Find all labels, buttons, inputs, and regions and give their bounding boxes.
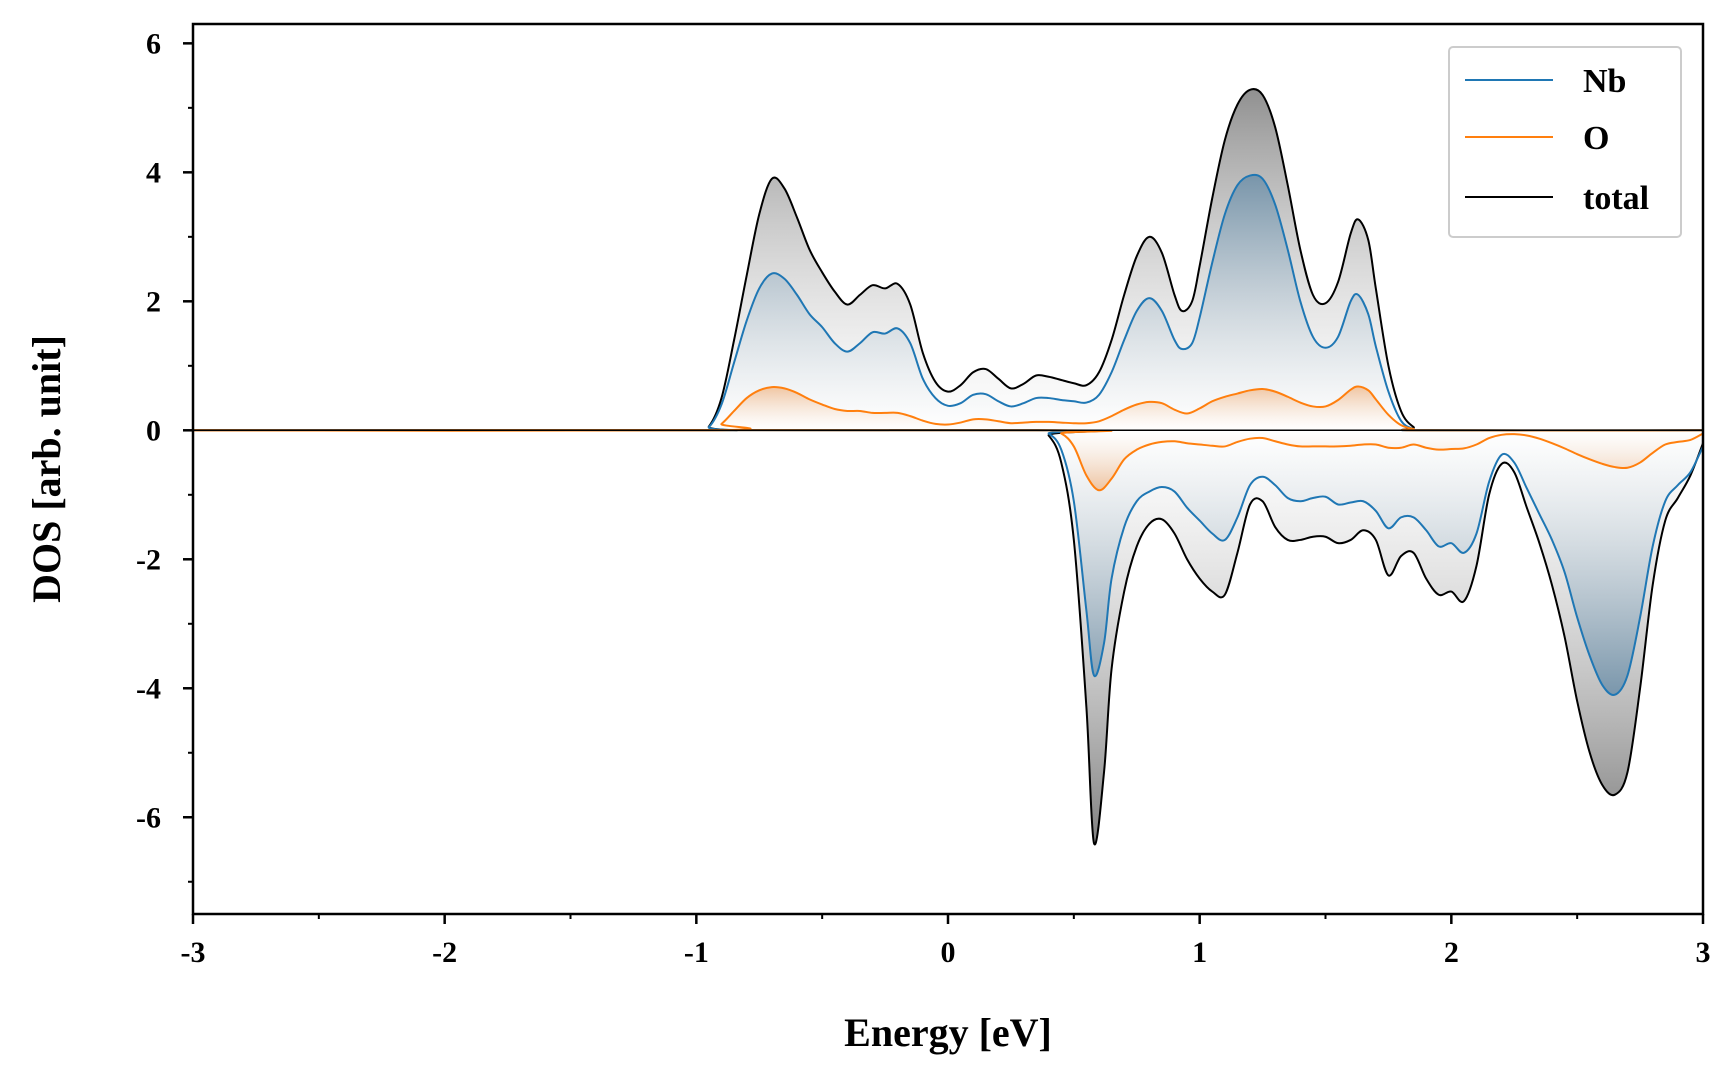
legend-item-o: O xyxy=(1465,120,1609,157)
legend-item-total: total xyxy=(1465,180,1649,217)
area-total-up xyxy=(193,89,1703,431)
line-o-down xyxy=(193,429,1703,492)
line-o-up xyxy=(193,385,1703,432)
series-lines xyxy=(193,88,1703,846)
line-nb-down xyxy=(193,429,1703,697)
legend-label-total: total xyxy=(1583,180,1649,217)
x-tick-label: 1 xyxy=(1192,936,1207,969)
x-tick-label: 0 xyxy=(941,936,956,969)
y-axis-title: DOS [arb. unit] xyxy=(24,335,69,603)
y-tick-label: -2 xyxy=(136,543,161,576)
x-tick-label: -2 xyxy=(432,936,457,969)
legend-label-o: O xyxy=(1583,120,1609,157)
legend-item-nb: Nb xyxy=(1465,63,1626,100)
area-total-down xyxy=(193,429,1703,845)
line-total-up xyxy=(193,88,1703,432)
y-tick-label: 4 xyxy=(146,156,161,189)
x-axis-title: Energy [eV] xyxy=(844,1010,1052,1055)
y-tick-label: 2 xyxy=(146,285,161,318)
legend-box xyxy=(1448,46,1682,238)
x-tick-label: 3 xyxy=(1696,936,1711,969)
area-o-down xyxy=(193,430,1703,491)
x-tick-label: -1 xyxy=(684,936,709,969)
y-tick-label: -4 xyxy=(136,672,161,705)
legend: Nb O total xyxy=(1448,46,1682,238)
line-total-down xyxy=(193,428,1703,846)
legend-label-nb: Nb xyxy=(1583,63,1626,100)
area-o-up xyxy=(193,386,1703,431)
line-nb-up xyxy=(193,173,1703,432)
y-tick-label: -6 xyxy=(136,801,161,834)
x-tick-label: 2 xyxy=(1444,936,1459,969)
area-nb-up xyxy=(193,174,1703,431)
y-axis: -6 -4 -2 0 2 4 6 xyxy=(136,27,193,883)
x-axis: -3 -2 -1 0 1 2 3 xyxy=(181,914,1711,969)
y-tick-label: 0 xyxy=(146,414,161,447)
y-tick-label: 6 xyxy=(146,27,161,60)
x-tick-label: -3 xyxy=(181,936,206,969)
